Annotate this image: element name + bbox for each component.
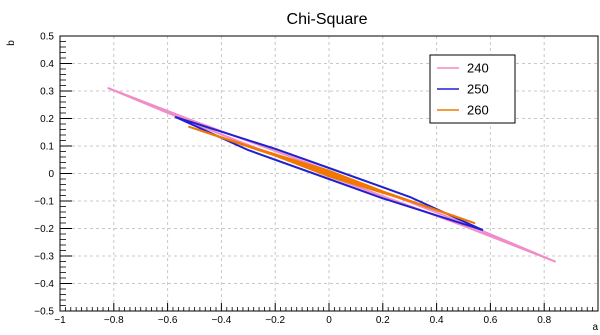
chart-title: Chi-Square	[287, 11, 368, 28]
y-tick-label: 0.4	[40, 59, 54, 70]
legend-label: 250	[467, 82, 489, 97]
x-axis-title: a	[592, 322, 598, 333]
grid	[60, 36, 598, 311]
x-tick-label: −0.4	[212, 315, 232, 326]
y-tick-label: −0.4	[34, 279, 54, 290]
x-tick-label: −0.2	[265, 315, 285, 326]
y-tick-label: 0.3	[40, 87, 54, 98]
series-contour-250	[174, 116, 484, 231]
x-tick-label: −0.8	[104, 315, 124, 326]
legend-label: 240	[467, 61, 489, 76]
y-tick-label: −0.1	[34, 197, 54, 208]
legend: 240 250 260	[429, 54, 516, 124]
y-tick-label: 0	[48, 169, 54, 180]
ticks	[59, 35, 594, 312]
x-tick-label: 0.6	[483, 315, 497, 326]
y-tick-label: −0.5	[34, 307, 54, 318]
legend-label: 260	[467, 103, 489, 118]
y-tick-label: 0.2	[40, 114, 54, 125]
y-tick-label: 0.5	[40, 32, 54, 43]
x-tick-label: −1	[54, 315, 66, 326]
y-tick-label: 0.1	[40, 142, 54, 153]
x-tick-label: 0.8	[537, 315, 551, 326]
y-tick-label: −0.2	[34, 224, 54, 235]
y-tick-labels: −0.5 −0.4 −0.3 −0.2 −0.1 0 0.1 0.2 0.3 0.4 0.5	[34, 32, 54, 318]
x-tick-label: −0.6	[158, 315, 178, 326]
x-tick-label: 0	[326, 315, 332, 326]
y-tick-label: −0.3	[34, 252, 54, 263]
x-tick-label: 0.4	[430, 315, 444, 326]
y-axis-title: b	[6, 40, 17, 46]
x-tick-label: 0.2	[376, 315, 390, 326]
series-layer	[107, 87, 556, 263]
series-contour-260	[188, 125, 476, 224]
x-tick-labels: −1 −0.8 −0.6 −0.4 −0.2 0 0.2 0.4 0.6 0.8	[54, 315, 551, 326]
